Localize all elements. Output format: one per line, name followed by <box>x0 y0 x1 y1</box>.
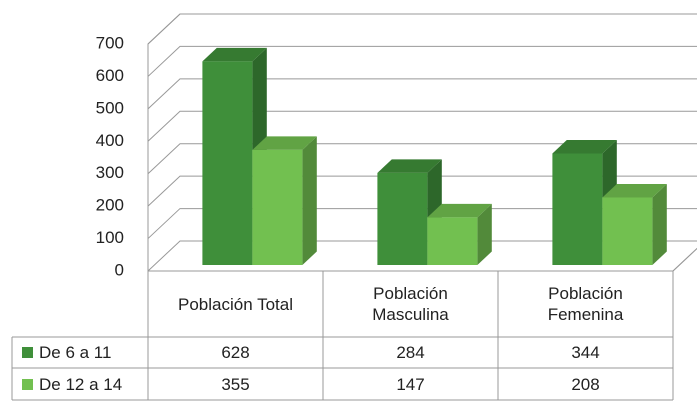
legend-key <box>22 347 33 358</box>
y-tick-label: 500 <box>96 98 124 117</box>
bar-front <box>202 61 253 265</box>
table-value-text: 355 <box>221 374 250 394</box>
bar <box>252 136 317 265</box>
table-value-text: 208 <box>571 374 600 394</box>
y-tick-label: 400 <box>96 131 124 150</box>
category-label: Población Masculina <box>323 271 498 337</box>
bar-front <box>602 197 653 265</box>
floor-edge <box>672 247 697 272</box>
grid-line <box>147 13 697 45</box>
bar <box>427 203 492 265</box>
grid-line <box>147 110 697 142</box>
table-value-text: 344 <box>571 343 600 362</box>
bar <box>377 159 442 265</box>
table-value: 208 <box>498 368 673 400</box>
bar-side <box>652 184 667 265</box>
table-value: 628 <box>148 337 323 368</box>
grid-line <box>147 45 697 77</box>
table-value: 284 <box>323 337 498 368</box>
legend-entry: De 6 a 11 <box>12 337 148 368</box>
category-label: Población Total <box>148 271 323 337</box>
y-tick-label: 700 <box>96 33 124 52</box>
table-value-text: 147 <box>396 374 425 394</box>
grid-line <box>147 208 697 239</box>
grid-line <box>147 175 697 207</box>
table-value-text: 628 <box>221 343 250 362</box>
category-label-text: Población Total <box>178 294 293 314</box>
y-tick-label: 200 <box>96 196 124 215</box>
table-value: 355 <box>148 368 323 400</box>
bar-top <box>377 159 442 173</box>
bar-front <box>252 149 303 265</box>
legend-label: De 6 a 11 <box>39 343 112 362</box>
y-tick-label: 0 <box>115 260 124 279</box>
grid-line <box>147 143 697 175</box>
legend-entry: De 12 a 14 <box>12 368 148 400</box>
bar-top <box>427 203 492 218</box>
category-label-text: Población Femenina <box>547 284 624 324</box>
y-tick-label: 100 <box>96 228 124 247</box>
y-tick-label: 600 <box>96 66 124 85</box>
bar-top <box>602 184 667 198</box>
bar-top <box>202 47 267 62</box>
bar-top <box>252 136 317 150</box>
bar-top <box>552 139 617 154</box>
bar-front <box>427 217 478 265</box>
table-value-text: 284 <box>396 343 425 362</box>
legend-key <box>22 378 33 390</box>
legend-label: De 12 a 14 <box>39 374 123 394</box>
table-value: 344 <box>498 337 673 368</box>
grid-line <box>147 78 697 110</box>
bar <box>602 184 667 265</box>
bar-front <box>552 153 603 265</box>
bar-side <box>302 136 317 265</box>
grid-line <box>147 240 697 272</box>
y-tick-label: 300 <box>96 163 124 182</box>
table-value: 147 <box>323 368 498 400</box>
category-label-text: Población Masculina <box>372 284 449 324</box>
category-label: Población Femenina <box>498 271 673 337</box>
bar-side <box>477 203 492 265</box>
bar-front <box>377 172 428 265</box>
